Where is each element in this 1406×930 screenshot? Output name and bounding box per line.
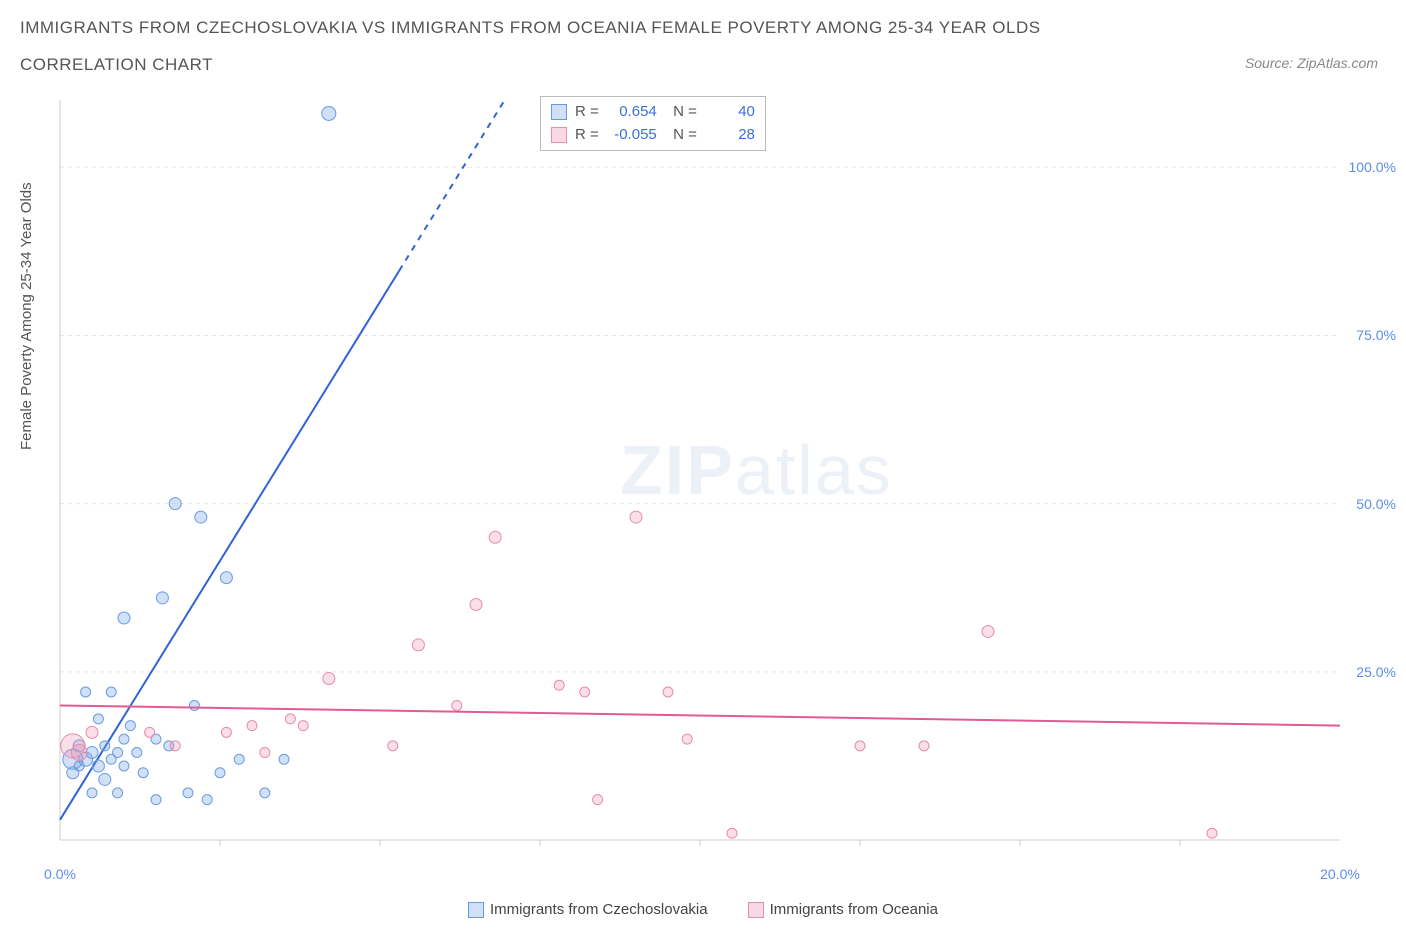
stat-r-value-2: -0.055 — [607, 124, 657, 147]
stat-n-value-1: 40 — [705, 101, 755, 124]
stat-row-series1: R = 0.654 N = 40 — [551, 101, 755, 124]
stat-n-label: N = — [665, 124, 697, 147]
y-tick-label: 100.0% — [1349, 159, 1396, 175]
x-tick-label: 0.0% — [44, 866, 76, 882]
legend-swatch-2 — [748, 902, 764, 918]
stat-swatch-1 — [551, 104, 567, 120]
legend-label-2: Immigrants from Oceania — [770, 901, 938, 918]
stat-r-label: R = — [575, 101, 599, 124]
legend-swatch-1 — [468, 902, 484, 918]
stat-n-label: N = — [665, 101, 697, 124]
stat-n-value-2: 28 — [705, 124, 755, 147]
stat-r-value-1: 0.654 — [607, 101, 657, 124]
y-tick-label: 75.0% — [1356, 327, 1396, 343]
y-tick-label: 25.0% — [1356, 664, 1396, 680]
legend-item-2: Immigrants from Oceania — [748, 901, 938, 918]
correlation-stats-box: R = 0.654 N = 40 R = -0.055 N = 28 — [540, 96, 766, 151]
correlation-scatter-chart — [50, 90, 1350, 850]
stat-r-label: R = — [575, 124, 599, 147]
chart-legend: Immigrants from Czechoslovakia Immigrant… — [468, 901, 938, 918]
chart-title-line2: CORRELATION CHART — [20, 55, 213, 75]
source-attribution: Source: ZipAtlas.com — [1245, 55, 1378, 71]
stat-row-series2: R = -0.055 N = 28 — [551, 124, 755, 147]
legend-label-1: Immigrants from Czechoslovakia — [490, 901, 708, 918]
y-axis-label: Female Poverty Among 25-34 Year Olds — [18, 182, 35, 450]
y-tick-label: 50.0% — [1356, 496, 1396, 512]
stat-swatch-2 — [551, 127, 567, 143]
x-tick-label: 20.0% — [1320, 866, 1360, 882]
chart-title-line1: IMMIGRANTS FROM CZECHOSLOVAKIA VS IMMIGR… — [20, 18, 1041, 38]
legend-item-1: Immigrants from Czechoslovakia — [468, 901, 708, 918]
